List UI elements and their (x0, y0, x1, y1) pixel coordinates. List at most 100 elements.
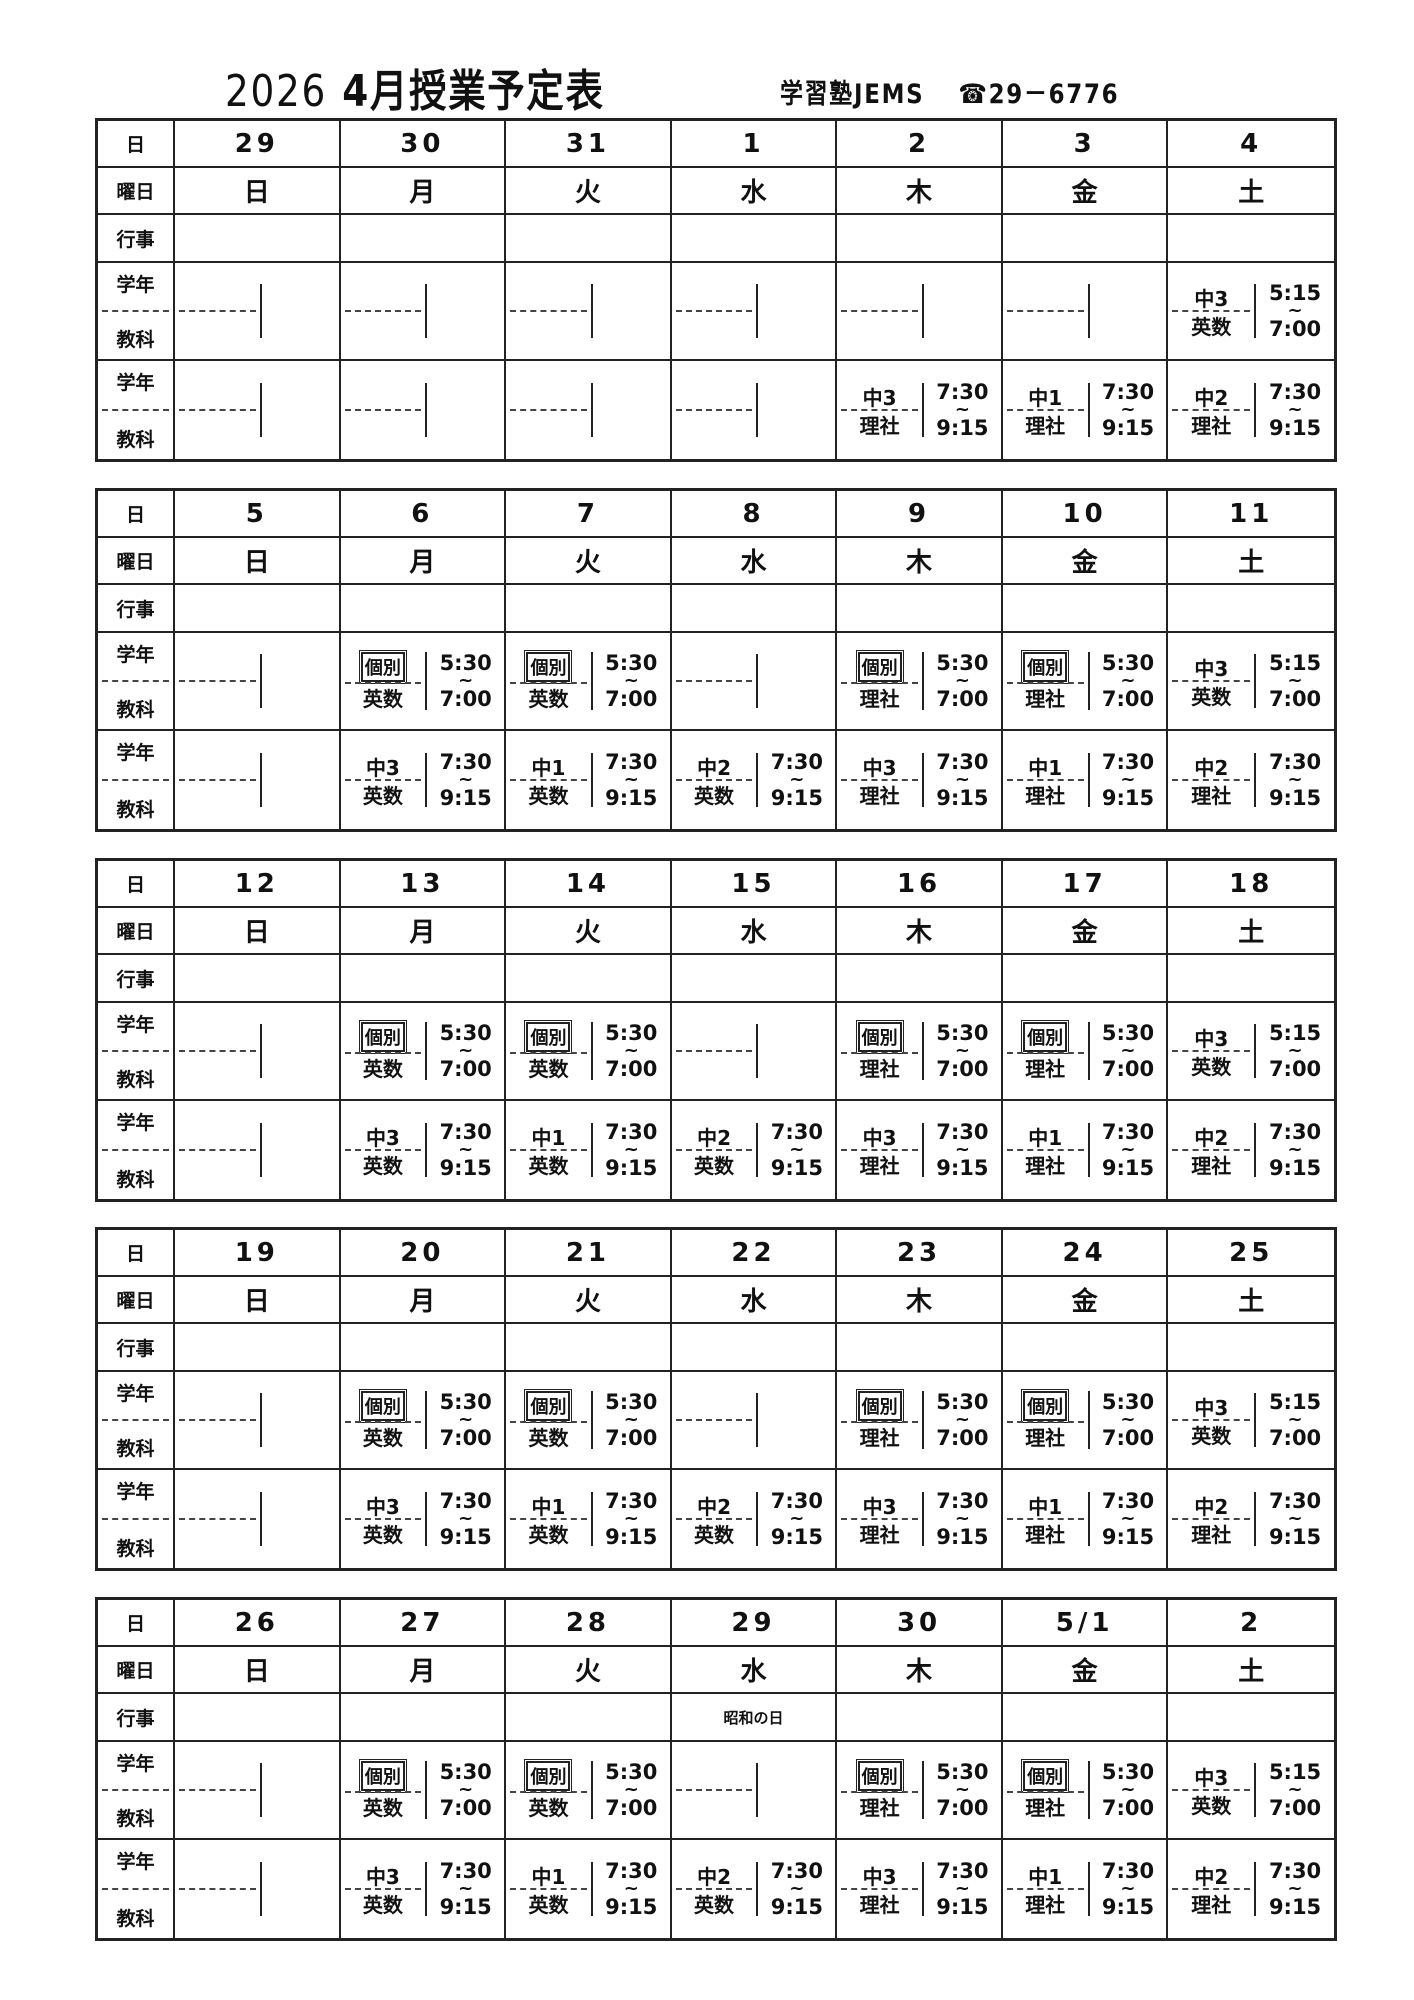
subject: 英数 (1191, 1054, 1232, 1079)
weekday-cell: 木 (837, 168, 1003, 215)
date-cell: 14 (506, 861, 672, 908)
class-slot: 個別 理社 5:30 ~7:00 (837, 1372, 1003, 1470)
grade: 中1 (1028, 1864, 1063, 1889)
dashed-divider (1172, 1888, 1251, 1890)
class-info (175, 383, 262, 437)
class-info: 個別 英数 (341, 1020, 428, 1081)
date-label: 日 (98, 491, 175, 538)
time-separator: ~ (1120, 1138, 1136, 1160)
grade-label: 学年 (116, 1013, 155, 1036)
event-cell (1168, 215, 1334, 263)
class-time: 5:30 ~7:00 (593, 1761, 670, 1821)
dashed-divider (102, 409, 169, 411)
slot-label: 学年 教科 (98, 361, 175, 459)
grade: 中3 (1194, 1765, 1229, 1790)
class-time: 7:30 ~9:15 (1256, 381, 1334, 440)
date-cell: 31 (506, 121, 672, 168)
slot-label: 学年 教科 (98, 1101, 175, 1199)
class-info (506, 284, 593, 338)
date-cell: 1 (671, 121, 838, 168)
time-start: 7:30 (1268, 1119, 1322, 1144)
time-start: 7:30 (439, 1119, 492, 1144)
subject: 英数 (694, 1892, 735, 1917)
class-info: 中1 英数 (506, 1123, 593, 1178)
weekday-cell: 金 (1002, 908, 1169, 955)
grade: 個別 (358, 1020, 407, 1054)
class-info: 個別 英数 (341, 650, 428, 711)
slot-label: 学年 教科 (98, 731, 175, 829)
time-start: 5:30 (439, 650, 492, 675)
class-slot (175, 361, 341, 459)
dashed-divider (675, 310, 753, 312)
class-time: 5:30 ~7:00 (427, 1022, 504, 1081)
class-info (175, 1024, 262, 1078)
grade: 中3 (862, 385, 897, 410)
time-end: 7:00 (1101, 1796, 1155, 1821)
weekday-cell: 火 (506, 538, 672, 585)
time-end: 9:15 (1101, 1895, 1155, 1920)
subject: 理社 (1025, 413, 1066, 438)
class-time: 5:30 ~7:00 (924, 1022, 1001, 1081)
class-info: 中1 英数 (506, 753, 593, 808)
date-cell: 29 (671, 1600, 838, 1647)
dashed-divider (841, 682, 918, 684)
class-time: 5:30 ~7:00 (427, 1391, 504, 1450)
time-start: 5:30 (1101, 650, 1155, 675)
subject: 理社 (1025, 1425, 1066, 1450)
event-label: 行事 (98, 955, 175, 1003)
time-separator: ~ (623, 1138, 639, 1160)
date-cell: 21 (506, 1230, 672, 1277)
date-cell: 22 (671, 1230, 838, 1277)
date-cell: 10 (1002, 491, 1169, 538)
grade: 中2 (1194, 1125, 1229, 1150)
grade: 個別 (1021, 1020, 1070, 1054)
time-end: 9:15 (770, 1895, 823, 1920)
class-slot: 中1 英数 7:30 ~9:15 (506, 731, 672, 829)
time-separator: ~ (623, 1039, 639, 1061)
subject: 理社 (1025, 1892, 1066, 1917)
dashed-divider (675, 1888, 753, 1890)
date-cell: 28 (506, 1600, 672, 1647)
dashed-divider (102, 1418, 169, 1421)
time-end: 7:00 (605, 1796, 658, 1821)
event-cell (506, 215, 672, 263)
class-slot (671, 1372, 838, 1470)
time-end: 9:15 (439, 1525, 492, 1550)
class-slot: 中3 理社 7:30 ~9:15 (837, 731, 1003, 829)
event-cell: 昭和の日 (671, 1694, 838, 1742)
grade: 中3 (862, 1125, 897, 1150)
time-end: 7:00 (605, 1426, 658, 1451)
dashed-divider (675, 1419, 753, 1421)
date-cell: 2 (1168, 1600, 1334, 1647)
time-end: 7:00 (936, 1796, 989, 1821)
week-table: 日 19 20 21 22 23 24 25 曜日日月火水木金土行事 学年 教科 個別 英数 5:30 ~7… (95, 1227, 1337, 1571)
subject: 英数 (362, 1425, 403, 1450)
grade: 個別 (1021, 1759, 1070, 1793)
dashed-divider (1006, 779, 1084, 781)
time-start: 5:30 (936, 650, 989, 675)
event-cell (175, 1694, 341, 1742)
time-end: 9:15 (439, 786, 492, 811)
event-cell (506, 1324, 672, 1372)
time-separator: ~ (623, 1877, 639, 1899)
subject: 理社 (1025, 1153, 1066, 1178)
subject: 理社 (1025, 1522, 1066, 1547)
class-time: 7:30 ~9:15 (924, 381, 1001, 440)
dashed-divider (841, 1791, 918, 1793)
class-info: 中3 英数 (341, 1123, 428, 1178)
time-separator: ~ (1120, 768, 1136, 790)
time-end: 7:00 (1101, 1057, 1155, 1082)
weekday-cell: 水 (671, 908, 838, 955)
class-info: 個別 英数 (506, 1759, 593, 1820)
grade: 中1 (531, 755, 566, 780)
grade: 中1 (531, 1494, 566, 1519)
class-slot (671, 633, 838, 731)
class-info (175, 654, 262, 708)
date-cell: 20 (340, 1230, 507, 1277)
grade-label: 学年 (116, 1382, 155, 1405)
class-time: 7:30 ~9:15 (924, 751, 1001, 810)
class-info: 中3 英数 (341, 1862, 428, 1917)
event-cell (340, 215, 507, 263)
time-end: 9:15 (1101, 786, 1155, 811)
school-info: 学習塾JEMS ☎29－6776 (780, 72, 1119, 111)
